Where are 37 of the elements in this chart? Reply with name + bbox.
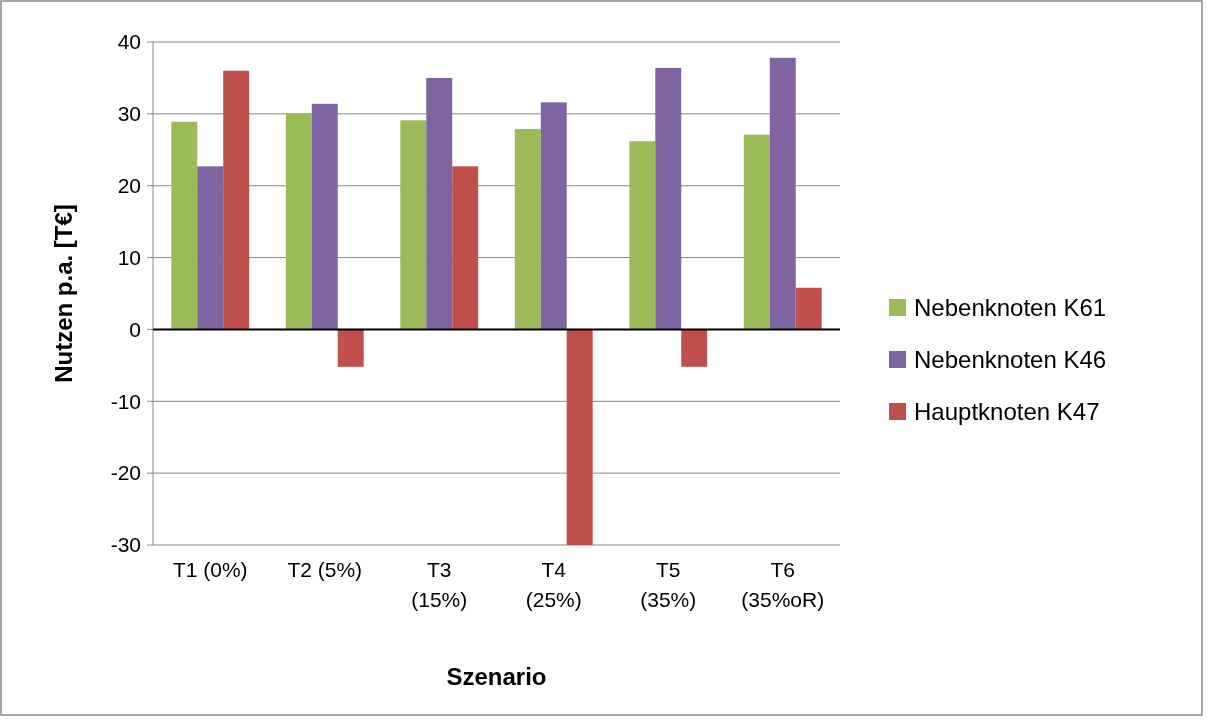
bar [655,67,682,330]
bar [285,113,312,330]
bar [452,166,479,330]
x-tick-label: T4 (25%) [525,558,582,611]
y-tick-label: -10 [110,389,141,413]
bar [681,329,708,367]
bar [629,141,656,330]
y-tick-label: -30 [110,533,141,557]
bar [197,166,224,330]
x-tick-label: T5 (35%) [640,558,697,611]
bar [743,134,770,330]
bar [540,102,567,330]
legend-label: Nebenknoten K46 [914,346,1107,374]
y-tick-label: 20 [117,174,141,198]
y-tick-label: 40 [117,30,141,54]
x-tick-label: T2 (5%) [287,558,363,581]
y-tick-label: -20 [110,461,141,485]
x-tick-label: T1 (0%) [172,558,248,581]
x-tick-label: T3 (15%) [411,558,468,611]
bar [400,120,427,330]
bar [769,57,796,330]
x-axis-title: Szenario [446,663,547,690]
y-tick-label: 10 [117,245,141,269]
bar [514,128,541,330]
y-tick-label: 30 [117,102,141,126]
bar [311,103,338,330]
legend-label: Hauptknoten K47 [914,398,1100,426]
bar [795,287,822,330]
bar [426,77,453,330]
bar [223,70,250,330]
bar [337,329,364,367]
y-axis-title: Nutzen p.a. [T€] [50,204,77,383]
y-tick-label: 0 [129,317,141,341]
bar [171,121,198,330]
bar [566,329,593,545]
x-tick-label: T6 (35%oR) [741,558,825,611]
legend-label: Nebenknoten K61 [914,294,1107,322]
